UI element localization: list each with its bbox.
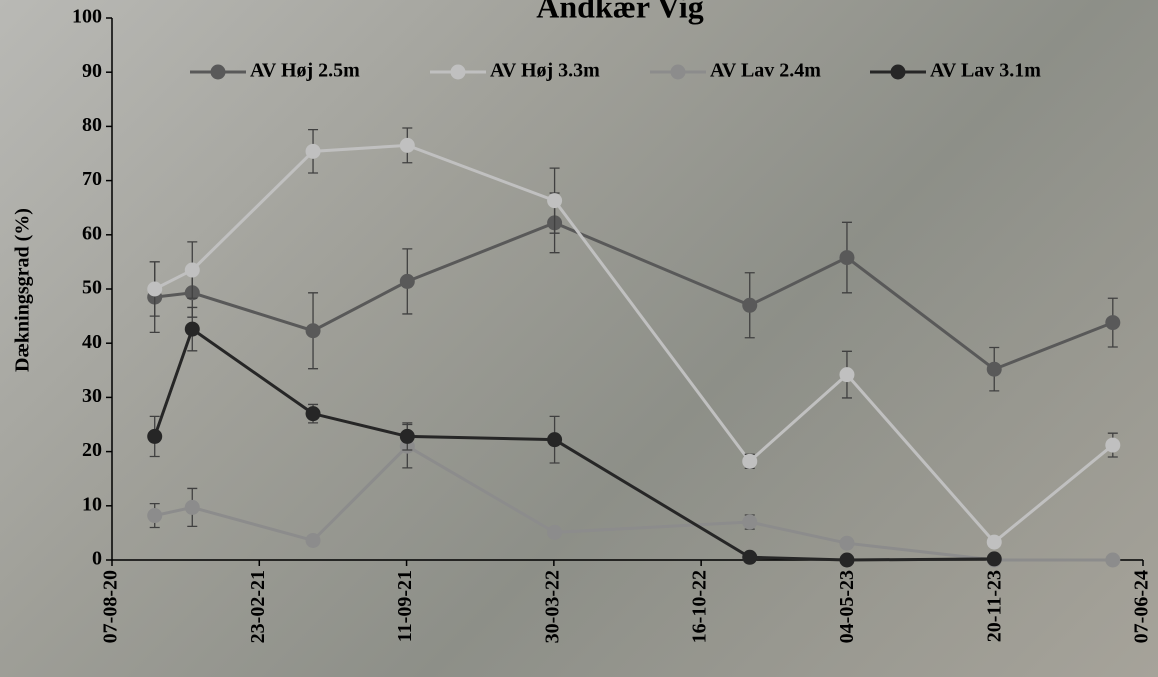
legend-marker: [450, 64, 466, 80]
data-point: [184, 321, 200, 337]
legend-marker: [890, 64, 906, 80]
series-line: [154, 221, 1114, 371]
data-point: [147, 281, 163, 297]
legend-marker: [670, 64, 686, 80]
data-point: [742, 549, 758, 565]
y-tick-label: 100: [72, 6, 102, 28]
data-point: [147, 508, 163, 524]
data-point: [305, 323, 321, 339]
data-point: [184, 262, 200, 278]
y-tick-label: 30: [82, 385, 102, 407]
data-point: [399, 428, 415, 444]
y-tick-label: 10: [82, 493, 102, 515]
data-point: [742, 514, 758, 530]
data-point: [839, 552, 855, 568]
series-line: [154, 444, 1113, 562]
data-point: [547, 524, 563, 540]
legend-label: AV Høj 2.5m: [250, 60, 360, 82]
data-point: [986, 551, 1002, 567]
y-tick-label: 90: [82, 60, 102, 82]
y-tick-label: 80: [82, 114, 102, 136]
data-point: [184, 499, 200, 515]
x-tick-label: 07-06-24: [1131, 570, 1153, 643]
data-point: [305, 532, 321, 548]
data-point: [839, 535, 855, 551]
y-axis-label: Dækningsgrad (%): [12, 208, 34, 372]
series-line: [154, 143, 1114, 545]
data-point: [839, 250, 855, 266]
series-line: [153, 326, 995, 562]
y-tick-label: 40: [82, 331, 102, 353]
data-point: [399, 137, 415, 153]
y-tick-label: 70: [82, 168, 102, 190]
data-point: [399, 273, 415, 289]
data-point: [986, 534, 1002, 550]
y-tick-label: 60: [82, 222, 102, 244]
data-point: [1105, 315, 1121, 331]
data-point: [1105, 552, 1121, 568]
legend-marker: [210, 64, 226, 80]
data-point: [742, 297, 758, 313]
data-point: [547, 432, 563, 448]
x-tick-label: 23-02-21: [247, 570, 269, 643]
x-tick-label: 07-08-20: [100, 570, 122, 643]
data-point: [305, 406, 321, 422]
x-tick-label: 30-03-22: [541, 570, 563, 643]
data-point: [147, 428, 163, 444]
chart-title: Andkær Vig: [536, 0, 703, 24]
data-point: [547, 193, 563, 209]
data-point: [305, 143, 321, 159]
data-point: [742, 453, 758, 469]
y-tick-label: 0: [92, 548, 102, 570]
y-tick-label: 50: [82, 277, 102, 299]
x-tick-label: 11-09-21: [394, 570, 416, 642]
data-point: [986, 361, 1002, 377]
y-tick-label: 20: [82, 439, 102, 461]
data-point: [1105, 437, 1121, 453]
legend-label: AV Høj 3.3m: [490, 60, 600, 82]
x-tick-label: 16-10-22: [689, 570, 711, 643]
legend-label: AV Lav 2.4m: [710, 60, 821, 82]
legend-label: AV Lav 3.1m: [930, 60, 1041, 82]
x-tick-label: 20-11-23: [983, 570, 1005, 642]
x-tick-label: 04-05-23: [836, 570, 858, 643]
data-point: [839, 367, 855, 383]
